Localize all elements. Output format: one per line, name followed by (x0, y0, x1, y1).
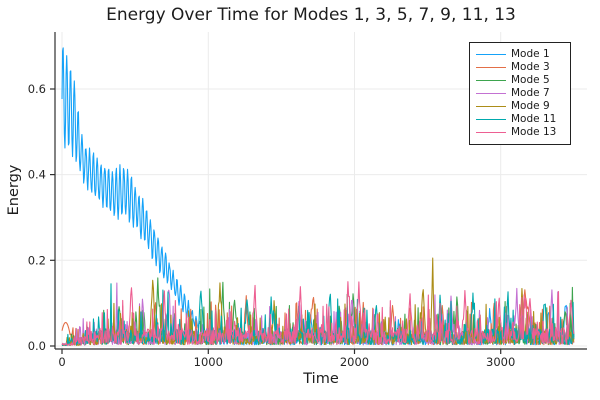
x-axis-label: Time (303, 371, 339, 387)
x-tick-label: 0 (58, 355, 65, 369)
legend-line-swatch (476, 132, 506, 133)
legend-item: Mode 11 (476, 113, 566, 126)
legend-line-swatch (476, 80, 506, 81)
y-tick-label: 0.0 (28, 339, 46, 353)
legend-line-swatch (476, 93, 506, 94)
axes: 0 1000 2000 3000 0.0 0.2 0.4 0.6 (28, 32, 587, 369)
legend-label: Mode 7 (511, 87, 550, 99)
legend-item: Mode 9 (476, 100, 566, 113)
legend-line-swatch (476, 106, 506, 107)
legend-label: Mode 11 (511, 113, 557, 125)
legend-line-swatch (476, 67, 506, 68)
legend-item: Mode 7 (476, 87, 566, 100)
legend-label: Mode 13 (511, 126, 557, 138)
legend-label: Mode 3 (511, 61, 550, 73)
legend-label: Mode 5 (511, 74, 550, 86)
legend-label: Mode 1 (511, 48, 550, 60)
legend-line-swatch (476, 119, 506, 120)
legend-line-swatch (476, 54, 506, 55)
y-tick-label: 0.4 (28, 168, 46, 182)
y-tick-label: 0.6 (28, 82, 46, 96)
x-tick-label: 3000 (486, 355, 515, 369)
legend: Mode 1 Mode 3 Mode 5 Mode 7 Mode 9 Mode 11 Mod… (469, 42, 571, 145)
legend-item: Mode 3 (476, 61, 566, 74)
legend-item: Mode 1 (476, 48, 566, 61)
legend-item: Mode 5 (476, 74, 566, 87)
y-tick-label: 0.2 (28, 253, 46, 267)
x-tick-label: 2000 (340, 355, 369, 369)
legend-item: Mode 13 (476, 126, 566, 139)
chart-title: Energy Over Time for Modes 1, 3, 5, 7, 9… (106, 5, 516, 25)
series-line-mode-13 (61, 281, 575, 346)
x-tick-label: 1000 (194, 355, 223, 369)
y-axis-label: Energy (6, 164, 22, 216)
legend-label: Mode 9 (511, 100, 550, 112)
series-lines (61, 47, 575, 346)
